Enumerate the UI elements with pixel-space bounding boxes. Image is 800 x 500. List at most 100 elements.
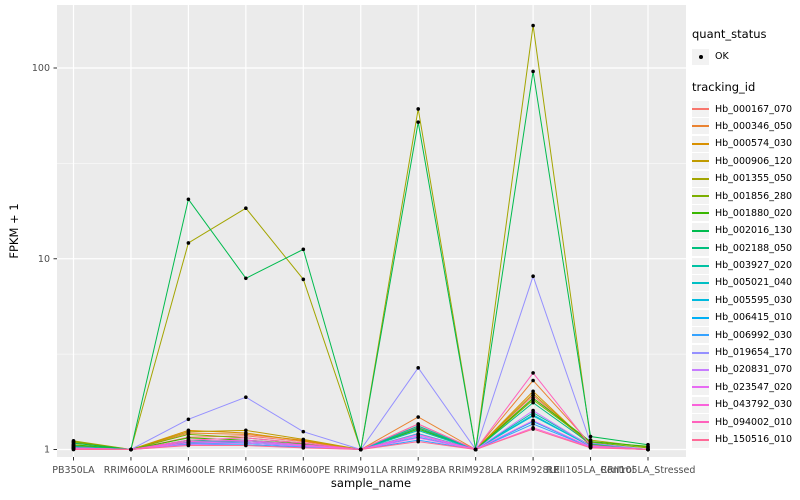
- legend-line-swatch: [692, 160, 709, 163]
- data-point: [186, 443, 191, 448]
- legend-entry-Hb_005021_040: Hb_005021_040: [692, 274, 798, 291]
- legend-entry-Hb_006415_010: Hb_006415_010: [692, 309, 798, 326]
- legend-line-swatch: [692, 125, 709, 128]
- legend-key-box: [692, 101, 709, 118]
- data-point: [244, 431, 248, 435]
- legend-key-box: [692, 48, 709, 65]
- legend-tracking-id-title: tracking_id: [692, 80, 756, 95]
- data-point: [531, 408, 535, 413]
- data-point: [186, 432, 191, 437]
- legend-entry-Hb_150516_010: Hb_150516_010: [692, 431, 798, 448]
- data-point: [531, 378, 535, 383]
- data-point: [301, 446, 306, 450]
- x-tick-label: RRIM600SE: [219, 465, 273, 476]
- legend-quant-status-label: OK: [715, 51, 729, 63]
- legend-line-swatch: [692, 438, 709, 441]
- legend-entry-Hb_020831_070: Hb_020831_070: [692, 361, 798, 378]
- legend-entry-Hb_001856_280: Hb_001856_280: [692, 187, 798, 205]
- legend-key-box: [692, 361, 709, 378]
- x-tick-label: RRIM600LE: [162, 465, 216, 476]
- data-point: [531, 413, 535, 417]
- legend-entry-label: Hb_000346_050: [715, 120, 793, 132]
- legend-tracking-entries: Hb_000167_070 Hb_000346_050 Hb_000574_030 H…: [692, 100, 798, 448]
- data-point: [416, 439, 421, 444]
- data-point: [646, 442, 650, 447]
- data-point: [186, 241, 191, 245]
- legend-entry-label: Hb_006415_010: [715, 312, 793, 324]
- legend-key-box: [692, 414, 709, 431]
- legend-key-box: [692, 292, 709, 309]
- data-point: [531, 427, 535, 431]
- legend-entry-Hb_003927_020: Hb_003927_020: [692, 257, 798, 274]
- legend-line-swatch: [692, 316, 709, 319]
- x-tick-label: RRIM600LA: [104, 465, 159, 476]
- legend-entry-label: Hb_001355_050: [715, 173, 793, 185]
- x-tick-label: RRII105LA_Control: [547, 465, 635, 476]
- legend-line-swatch: [692, 351, 709, 354]
- data-point: [301, 441, 306, 445]
- legend-line-swatch: [692, 264, 709, 267]
- legend-line-swatch: [692, 334, 709, 337]
- legend: quant_status OK tracking_id Hb_000167_07…: [692, 27, 798, 448]
- legend-quant-status-title: quant_status: [692, 27, 767, 41]
- data-point: [416, 107, 421, 111]
- data-point: [129, 447, 133, 452]
- data-point: [416, 366, 421, 370]
- x-tick-label: RRIM928BA: [391, 465, 447, 476]
- legend-line-swatch: [692, 386, 709, 389]
- legend-key-box: [692, 222, 709, 239]
- legend-key-box: [692, 309, 709, 326]
- legend-entry-label: Hb_005021_040: [715, 277, 793, 289]
- legend-entry-label: Hb_000167_070: [715, 103, 793, 115]
- legend-entry-label: Hb_001880_020: [715, 207, 793, 219]
- legend-entry-label: Hb_006992_030: [715, 329, 793, 341]
- x-tick-label: RRIM901LA: [334, 465, 389, 476]
- data-point: [186, 197, 191, 202]
- legend-entry-Hb_001355_050: Hb_001355_050: [692, 170, 798, 187]
- legend-key-box: [692, 274, 709, 291]
- legend-key-box: [692, 257, 709, 274]
- data-point: [531, 391, 535, 396]
- legend-line-swatch: [692, 421, 709, 424]
- data-point: [244, 395, 248, 400]
- data-point: [588, 434, 593, 439]
- data-point: [416, 415, 421, 419]
- x-tick-label: RRII105LA_Stressed: [601, 465, 696, 476]
- legend-key-box: [692, 170, 709, 187]
- legend-key-box: [692, 205, 709, 222]
- legend-entry-Hb_006992_030: Hb_006992_030: [692, 326, 798, 344]
- data-point: [473, 447, 478, 452]
- legend-key-box: [692, 327, 709, 344]
- legend-entry-label: Hb_001856_280: [715, 190, 793, 202]
- data-point: [71, 441, 76, 445]
- legend-entry-Hb_005595_030: Hb_005595_030: [692, 292, 798, 309]
- legend-entry-label: Hb_002016_130: [715, 225, 793, 237]
- legend-key-box: [692, 431, 709, 448]
- legend-entry-Hb_019654_170: Hb_019654_170: [692, 344, 798, 361]
- legend-entry-Hb_000574_030: Hb_000574_030: [692, 135, 798, 152]
- data-point: [71, 447, 76, 452]
- legend-line-swatch: [692, 108, 709, 111]
- data-point: [531, 418, 535, 423]
- legend-key-box: [692, 240, 709, 257]
- data-point: [186, 429, 191, 434]
- legend-entry-label: Hb_003927_020: [715, 260, 793, 272]
- y-tick-label: 1: [44, 445, 50, 456]
- data-point: [186, 417, 191, 422]
- legend-entry-Hb_002016_130: Hb_002016_130: [692, 222, 798, 239]
- legend-line-swatch: [692, 177, 709, 180]
- data-point: [531, 371, 535, 375]
- data-point: [531, 422, 535, 426]
- legend-line-swatch: [692, 229, 709, 232]
- data-point: [531, 69, 535, 74]
- data-point: [244, 428, 248, 433]
- legend-entry-Hb_001880_020: Hb_001880_020: [692, 205, 798, 222]
- legend-entry-label: Hb_002188_050: [715, 242, 793, 254]
- data-point: [244, 443, 248, 448]
- data-point: [186, 438, 191, 442]
- data-point: [244, 436, 248, 440]
- legend-line-swatch: [692, 212, 709, 215]
- data-point: [531, 389, 535, 394]
